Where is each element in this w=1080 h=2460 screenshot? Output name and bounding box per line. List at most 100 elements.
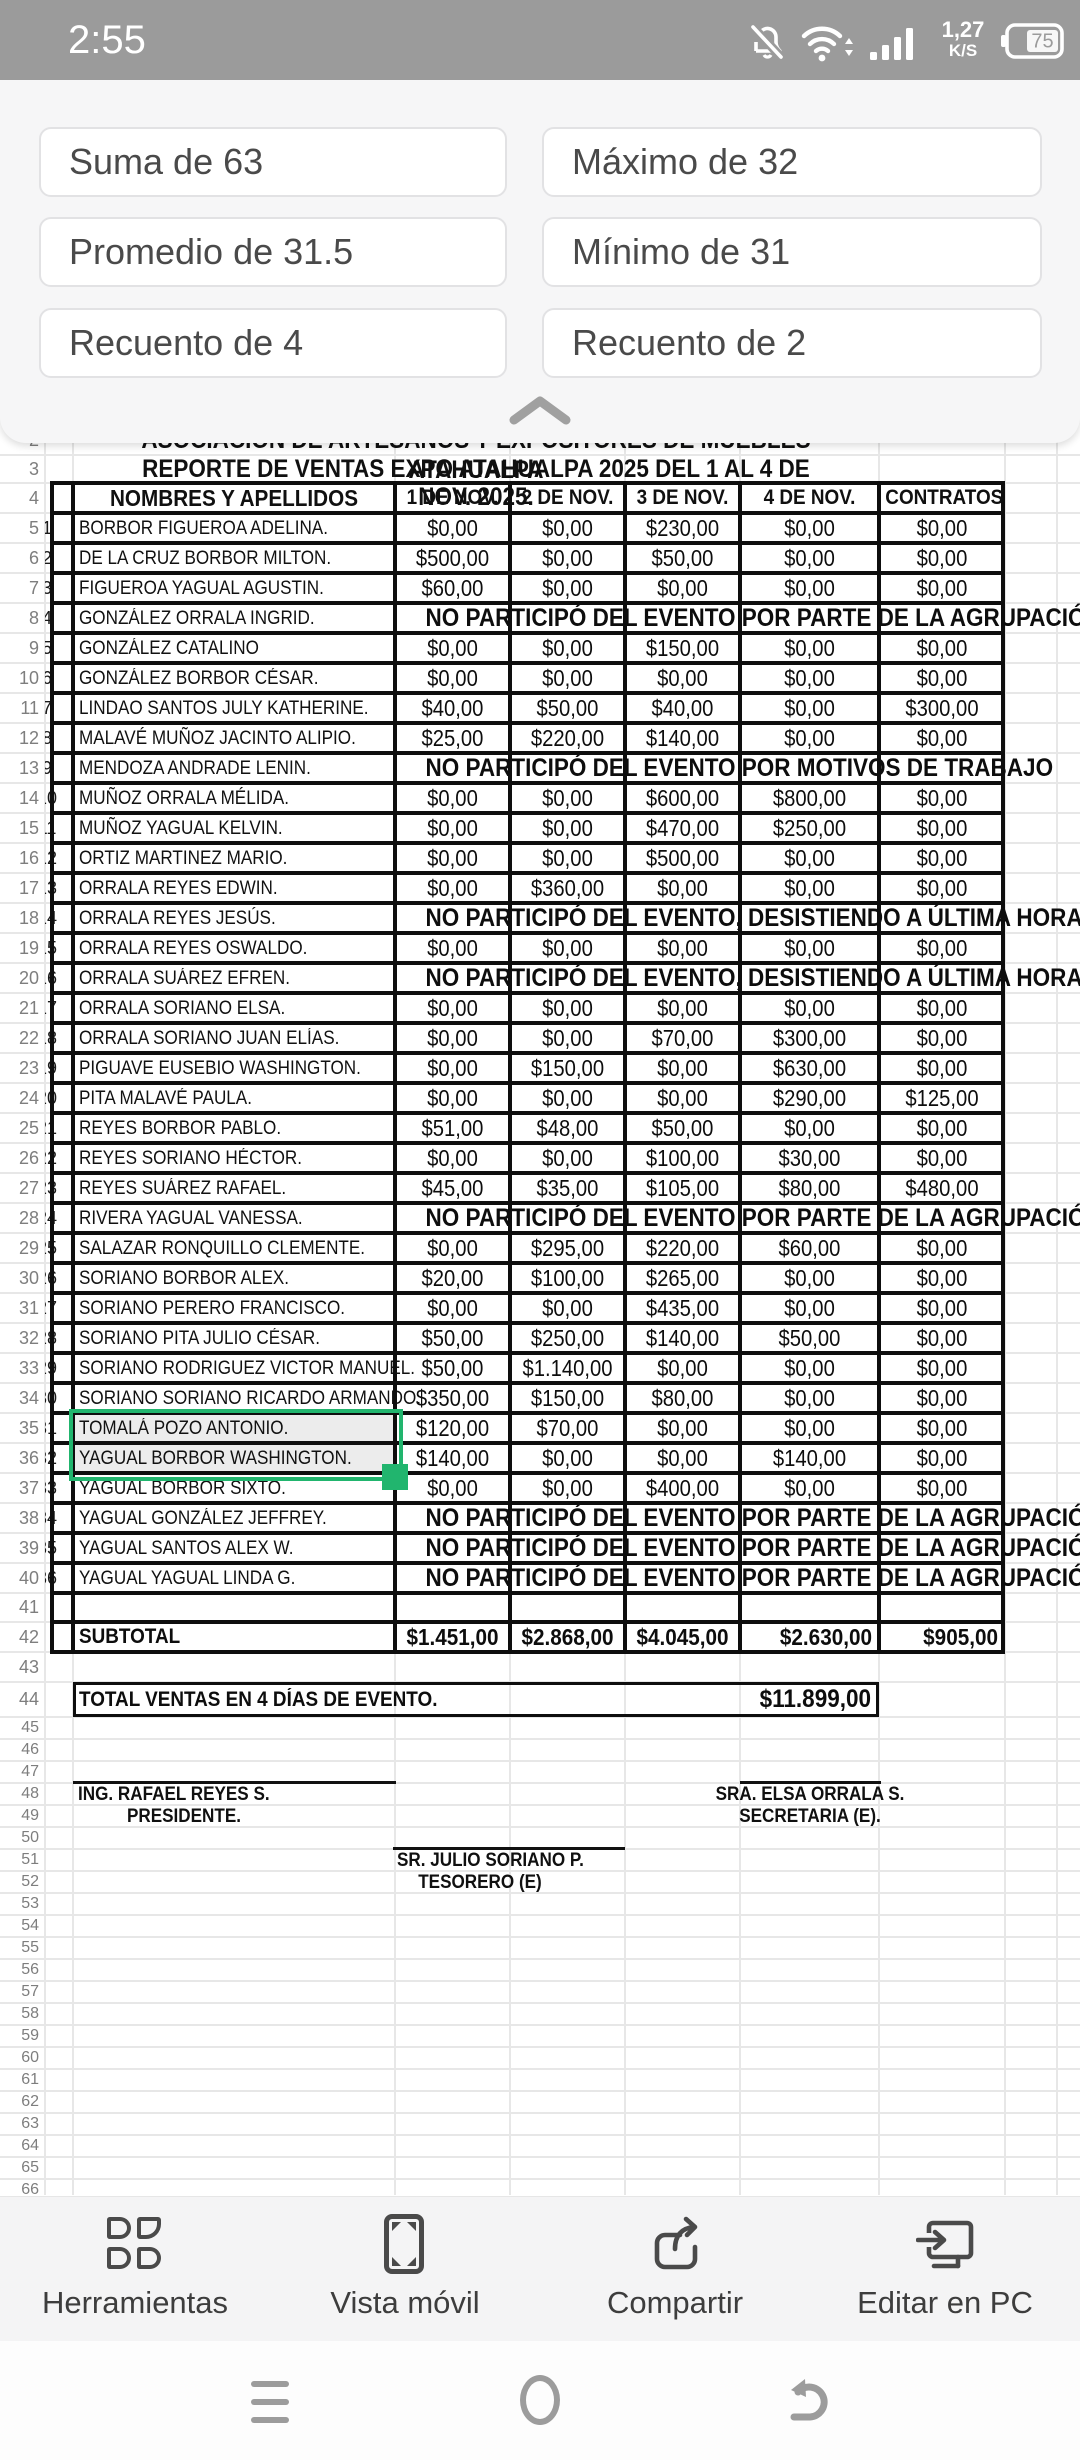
- cell-value[interactable]: $0,00: [427, 815, 478, 841]
- row-header[interactable]: 25: [18, 1118, 39, 1138]
- cell-value[interactable]: $40,00: [421, 695, 484, 721]
- cell-value[interactable]: $0,00: [427, 635, 478, 661]
- cell-value[interactable]: $20,00: [421, 1265, 484, 1291]
- row-header[interactable]: 27: [18, 1178, 39, 1198]
- cell-name[interactable]: REYES SUÁREZ RAFAEL.: [79, 1178, 287, 1199]
- cell-value[interactable]: $400,00: [645, 1475, 720, 1501]
- cell-value[interactable]: $0,00: [784, 545, 835, 571]
- row-header[interactable]: 23: [18, 1058, 39, 1078]
- cell-name[interactable]: REYES BORBOR PABLO.: [79, 1118, 282, 1139]
- cell-value[interactable]: $300,00: [772, 1025, 847, 1051]
- cell-value[interactable]: $250,00: [772, 815, 847, 841]
- cell-value[interactable]: $0,00: [657, 995, 708, 1021]
- cell-value[interactable]: $50,00: [421, 1355, 484, 1381]
- cell-note[interactable]: NO PARTICIPÓ DEL EVENTO, DESISTIENDO A Ú…: [425, 964, 1080, 992]
- row-header[interactable]: 16: [18, 848, 39, 868]
- row-header[interactable]: 36: [18, 1448, 39, 1468]
- column-header[interactable]: CONTRATOS: [885, 486, 1004, 509]
- row-header[interactable]: 47: [21, 1763, 39, 1780]
- row-header[interactable]: 37: [18, 1478, 39, 1498]
- cell-name[interactable]: YAGUAL GONZÁLEZ JEFFREY.: [79, 1508, 327, 1529]
- cell-value[interactable]: $360,00: [530, 875, 605, 901]
- cell-value[interactable]: $500,00: [645, 845, 720, 871]
- cell-value[interactable]: $0,00: [784, 845, 835, 871]
- order-number-cell[interactable]: 8: [45, 723, 73, 753]
- cell-note[interactable]: NO PARTICIPÓ DEL EVENTO, DESISTIENDO A Ú…: [425, 904, 1080, 932]
- subtotal-value[interactable]: $905,00: [923, 1624, 998, 1650]
- cell-value[interactable]: $500,00: [415, 545, 490, 571]
- cell-name[interactable]: YAGUAL BORBOR WASHINGTON.: [79, 1448, 352, 1469]
- cell-value[interactable]: $0,00: [916, 1415, 968, 1441]
- order-number-cell[interactable]: 6: [45, 663, 73, 693]
- cell-value[interactable]: $0,00: [784, 575, 835, 601]
- cell-value[interactable]: $0,00: [427, 1235, 478, 1261]
- row-header[interactable]: 22: [18, 1028, 39, 1048]
- nav-menu-button[interactable]: [200, 2341, 340, 2460]
- cell-value[interactable]: $0,00: [427, 665, 478, 691]
- cell-value[interactable]: $0,00: [657, 665, 708, 691]
- cell-value[interactable]: $50,00: [421, 1325, 484, 1351]
- total-value[interactable]: $11.899,00: [759, 1685, 871, 1713]
- row-header[interactable]: 64: [21, 2137, 39, 2154]
- cell-value[interactable]: $0,00: [916, 1025, 968, 1051]
- cell-value[interactable]: $630,00: [772, 1055, 847, 1081]
- cell-value[interactable]: $0,00: [657, 1085, 708, 1111]
- row-header[interactable]: 3: [28, 459, 39, 479]
- cell-value[interactable]: $140,00: [415, 1445, 490, 1471]
- row-header[interactable]: 40: [18, 1568, 39, 1588]
- row-header[interactable]: 20: [18, 968, 39, 988]
- column-header[interactable]: 4 DE NOV.: [763, 486, 856, 509]
- row-header[interactable]: 63: [21, 2115, 39, 2132]
- cell-value[interactable]: $265,00: [645, 1265, 720, 1291]
- cell-value[interactable]: $0,00: [784, 875, 835, 901]
- selection-handle[interactable]: [382, 1464, 408, 1490]
- cell-name[interactable]: DE LA CRUZ BORBOR MILTON.: [79, 548, 332, 569]
- row-header[interactable]: 42: [18, 1627, 39, 1647]
- sheet-subtitle[interactable]: REPORTE DE VENTAS EXPO ATAHUALPA 2025 DE…: [142, 455, 810, 511]
- cell-value[interactable]: $0,00: [427, 515, 478, 541]
- row-header[interactable]: 55: [21, 1939, 39, 1956]
- cell-value[interactable]: $0,00: [542, 1475, 593, 1501]
- cell-value[interactable]: $0,00: [784, 1295, 835, 1321]
- row-header[interactable]: 41: [18, 1597, 39, 1617]
- cell-value[interactable]: $0,00: [916, 665, 968, 691]
- cell-value[interactable]: $150,00: [530, 1385, 605, 1411]
- cell-note[interactable]: NO PARTICIPÓ DEL EVENTO POR PARTE DE LA …: [425, 1204, 1080, 1232]
- cell-value[interactable]: $0,00: [542, 1145, 593, 1171]
- cell-value[interactable]: $0,00: [427, 1025, 478, 1051]
- cell-name[interactable]: ORRALA REYES OSWALDO.: [79, 938, 308, 959]
- cell-value[interactable]: $0,00: [916, 1265, 968, 1291]
- cell-value[interactable]: $800,00: [772, 785, 847, 811]
- row-header[interactable]: 59: [21, 2027, 39, 2044]
- cell-value[interactable]: $0,00: [916, 545, 968, 571]
- cell-note[interactable]: NO PARTICIPÓ DEL EVENTO POR PARTE DE LA …: [425, 1504, 1080, 1532]
- row-header[interactable]: 38: [18, 1508, 39, 1528]
- stat-chip[interactable]: Mínimo de 31: [542, 217, 1042, 287]
- row-header[interactable]: 11: [20, 698, 39, 718]
- cell-value[interactable]: $0,00: [657, 575, 708, 601]
- cell-value[interactable]: $600,00: [645, 785, 720, 811]
- row-header[interactable]: 43: [18, 1657, 39, 1677]
- cell-value[interactable]: $0,00: [784, 1415, 835, 1441]
- column-header-names[interactable]: NOMBRES Y APELLIDOS: [109, 485, 359, 511]
- cell-name[interactable]: PIGUAVE EUSEBIO WASHINGTON.: [79, 1058, 361, 1079]
- cell-value[interactable]: $0,00: [427, 785, 478, 811]
- row-header[interactable]: 53: [21, 1895, 39, 1912]
- cell-name[interactable]: YAGUAL YAGUAL LINDA G.: [79, 1568, 296, 1589]
- cell-value[interactable]: $0,00: [916, 1055, 968, 1081]
- cell-name[interactable]: REYES SORIANO HÉCTOR.: [79, 1148, 302, 1169]
- row-header[interactable]: 6: [28, 548, 39, 568]
- cell-value[interactable]: $0,00: [916, 875, 968, 901]
- cell-value[interactable]: $60,00: [778, 1235, 841, 1261]
- cell-value[interactable]: $100,00: [530, 1265, 605, 1291]
- cell-name[interactable]: TOMALÁ POZO ANTONIO.: [79, 1418, 289, 1439]
- cell-value[interactable]: $0,00: [427, 875, 478, 901]
- cell-value[interactable]: $0,00: [657, 1055, 708, 1081]
- cell-value[interactable]: $0,00: [542, 815, 593, 841]
- cell-name[interactable]: RIVERA YAGUAL VANESSA.: [79, 1208, 303, 1229]
- cell-value[interactable]: $0,00: [427, 935, 478, 961]
- cell-value[interactable]: $0,00: [657, 1415, 708, 1441]
- row-header[interactable]: 18: [18, 908, 39, 928]
- cell-name[interactable]: YAGUAL SANTOS ALEX W.: [79, 1538, 294, 1559]
- cell-value[interactable]: $0,00: [784, 1475, 835, 1501]
